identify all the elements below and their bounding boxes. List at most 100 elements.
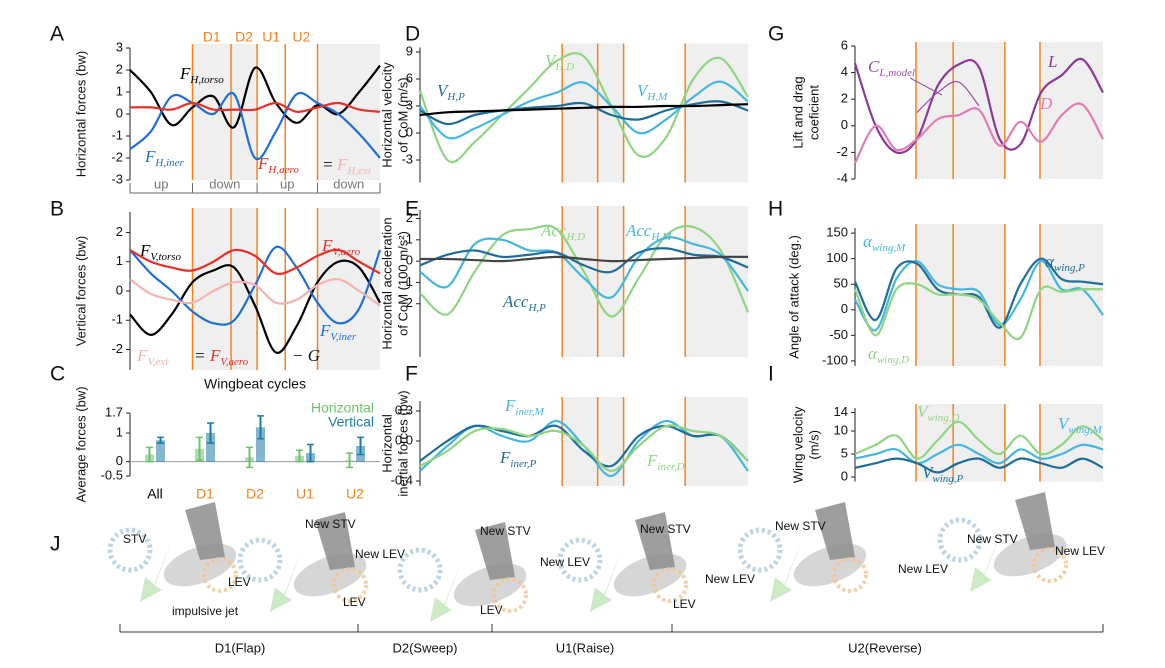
- vortex: [332, 567, 368, 603]
- vortex: [737, 527, 783, 573]
- label-main: Acc: [540, 221, 567, 240]
- label-sub: H,ext: [346, 165, 371, 177]
- y-tick-label: 14: [834, 404, 848, 419]
- phase-shade: [562, 397, 624, 486]
- label-main: C: [868, 57, 880, 76]
- label-main: α: [863, 232, 873, 251]
- series-line: [419, 247, 749, 274]
- series-line: [854, 420, 1104, 460]
- x-axis-label: Wingbeat cycles: [204, 376, 306, 392]
- math-label: D: [1039, 94, 1053, 113]
- bar: [256, 427, 265, 462]
- label-main: V: [917, 402, 930, 421]
- y-tick-label: 0: [841, 117, 848, 132]
- phase-shade: [685, 206, 748, 357]
- illustration-label: New LEV: [355, 547, 405, 561]
- series-line: [419, 424, 749, 473]
- y-tick-label: 0.3: [395, 402, 413, 417]
- math-label: FH,ext: [336, 155, 372, 177]
- bar: [156, 440, 165, 462]
- illustration-label: LEV: [480, 603, 503, 617]
- label-sub: wing,P: [932, 473, 963, 485]
- y-axis-label: Vertical forces (bw): [73, 236, 88, 347]
- y-tick-label: 0: [116, 105, 123, 120]
- phase-label: U1: [262, 29, 280, 45]
- illustration-label: impulsive jet: [172, 604, 239, 618]
- bird-wing: [475, 522, 515, 580]
- math-label: FH,torso: [179, 64, 224, 86]
- y-tick-label: 3: [406, 97, 413, 112]
- y-axis-label: Horizontal acceleration: [379, 217, 394, 349]
- y-tick-label: -2: [836, 144, 848, 159]
- label-sub: V,aero: [220, 356, 248, 368]
- phase-shade: [915, 404, 1005, 482]
- series-line: [419, 103, 749, 117]
- y-tick-label: 0: [841, 468, 848, 483]
- label-main: F: [646, 451, 658, 470]
- math-label: AccH,P: [502, 292, 546, 314]
- math-label: FV,aero: [209, 346, 249, 368]
- panel-letter: G: [768, 23, 784, 46]
- y-tick-label: 0: [841, 301, 848, 316]
- vortex: [937, 517, 983, 563]
- y-tick-label: 2: [116, 224, 123, 239]
- label-main: F: [136, 346, 148, 365]
- math-label: Vwing,M: [1058, 414, 1103, 436]
- y-tick-label: 50: [834, 276, 848, 291]
- label-sub: V,iner: [330, 331, 356, 343]
- phase-name: D1(Flap): [215, 640, 266, 655]
- series-line: [854, 102, 1104, 164]
- math-label: FV,iner: [319, 321, 357, 343]
- y-tick-label: 150: [826, 225, 848, 240]
- y-tick-label: 9: [406, 43, 413, 58]
- x-tick-label: D2: [246, 486, 264, 502]
- phase-label: D2: [235, 29, 253, 45]
- panel-letter: J: [50, 533, 61, 556]
- bird-wing: [185, 502, 225, 560]
- math-label: Finer,M: [504, 396, 545, 418]
- label-sub: L,model: [878, 67, 915, 79]
- label-sub: iner,P: [510, 458, 536, 470]
- y-axis-label: Horizontal: [379, 414, 394, 473]
- phase-shade: [562, 43, 624, 183]
- illustration-label: New STV: [640, 522, 691, 536]
- pointer: [909, 77, 943, 96]
- y-tick-label: 6: [841, 37, 848, 52]
- y-tick-label: 4: [841, 64, 848, 79]
- math-label: VH,P: [437, 81, 465, 103]
- series-line: [129, 248, 381, 275]
- y-tick-label: -3: [111, 171, 123, 186]
- phase-label: D1: [203, 29, 221, 45]
- illustration-label: New LEV: [898, 562, 948, 576]
- label-main: α: [868, 344, 878, 363]
- label-sub: iner,M: [515, 406, 544, 418]
- phase-shade: [562, 206, 624, 357]
- y-tick-label: 0: [116, 453, 123, 468]
- y-tick-label: 10: [834, 422, 848, 437]
- math-label: CL,model: [868, 57, 915, 79]
- y-tick-label: 0.0: [395, 432, 413, 447]
- arrow-jet: [270, 555, 300, 612]
- arrow-jet: [590, 555, 620, 612]
- math-label: FH,aero: [257, 154, 299, 176]
- stroke-label: up: [280, 176, 294, 191]
- label-sub: H,aero: [267, 164, 299, 176]
- panel-letter: H: [768, 198, 783, 221]
- math-label: =: [194, 346, 205, 365]
- label-main: F: [336, 155, 348, 174]
- y-tick-label: 1: [116, 253, 123, 268]
- label-main: F: [179, 64, 191, 83]
- math-label: Vwing,P: [922, 463, 964, 485]
- label-sub: H,D: [554, 61, 574, 73]
- y-tick-label: -3: [401, 151, 413, 166]
- panel-letter: I: [768, 363, 774, 386]
- y-tick-label: 0: [406, 124, 413, 139]
- label-sub: H,M: [646, 91, 668, 103]
- label-sub: V,ext: [147, 356, 169, 368]
- vortex: [237, 537, 283, 583]
- illustration-label: New LEV: [705, 572, 755, 586]
- y-tick-label: -100: [822, 352, 848, 367]
- math-label: =: [322, 155, 333, 174]
- math-label: L: [1047, 52, 1057, 71]
- label-main: D: [1039, 94, 1053, 113]
